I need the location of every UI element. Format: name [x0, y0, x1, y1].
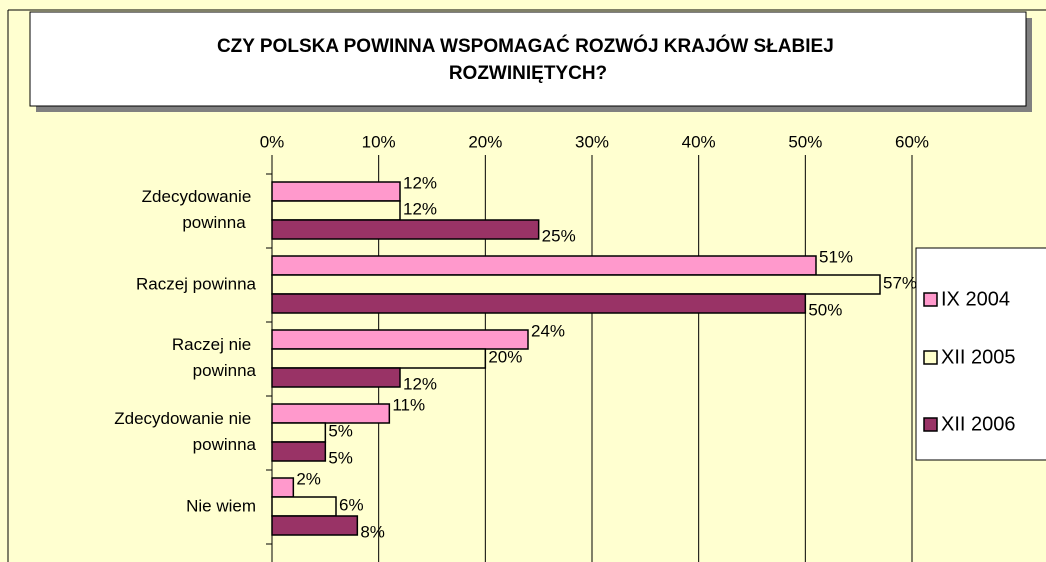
bar	[271, 255, 817, 276]
data-label: 12%	[403, 374, 437, 393]
x-tick-label: 20%	[468, 132, 502, 151]
x-tick-label: 30%	[575, 132, 609, 151]
bar	[271, 293, 807, 314]
y-tick-label: Nie wiem	[186, 496, 256, 515]
bar	[271, 348, 487, 369]
bar	[271, 403, 391, 424]
y-tick-label: Raczej nie powinna	[172, 335, 257, 380]
data-label: 11%	[392, 395, 425, 414]
data-label: 24%	[531, 321, 565, 340]
bar	[271, 200, 401, 221]
data-label: 25%	[542, 226, 576, 245]
bar	[271, 274, 881, 295]
data-label: 5%	[328, 448, 353, 467]
data-label: 57%	[883, 273, 917, 292]
bar	[271, 477, 295, 498]
bar	[271, 367, 401, 388]
y-tick-label: Zdecydowanie powinna	[142, 187, 256, 232]
chart-title: CZY POLSKA POWINNA WSPOMAGAĆ ROZWÓJ KRAJ…	[217, 35, 839, 84]
x-tick-label: 60%	[895, 132, 929, 151]
data-label: 2%	[296, 469, 321, 488]
legend-label: XII 2005	[941, 346, 1016, 368]
data-label: 5%	[328, 421, 353, 440]
title-box	[29, 11, 1027, 107]
bar	[271, 181, 401, 202]
data-label: 12%	[403, 173, 437, 192]
x-tick-label: 0%	[260, 132, 285, 151]
x-tick-label: 10%	[362, 132, 396, 151]
bar	[271, 422, 327, 443]
data-label: 20%	[488, 347, 522, 366]
y-tick-label: Raczej powinna	[136, 274, 257, 293]
bar	[271, 441, 327, 462]
x-tick-label: 50%	[788, 132, 822, 151]
data-label: 50%	[808, 300, 842, 319]
y-tick-label: Zdecydowanie nie powinna	[114, 409, 256, 454]
data-label: 51%	[819, 247, 853, 266]
legend-swatch	[923, 292, 938, 307]
bar	[271, 515, 359, 536]
legend-swatch	[923, 417, 938, 432]
x-tick-label: 40%	[682, 132, 716, 151]
bar	[271, 219, 540, 240]
bar	[271, 496, 337, 517]
legend-label: XII 2006	[941, 413, 1016, 435]
legend-swatch	[923, 350, 938, 365]
bar	[271, 329, 529, 350]
legend-label: IX 2004	[941, 288, 1010, 310]
data-label: 12%	[403, 199, 437, 218]
data-label: 6%	[339, 495, 364, 514]
data-label: 8%	[360, 522, 385, 541]
